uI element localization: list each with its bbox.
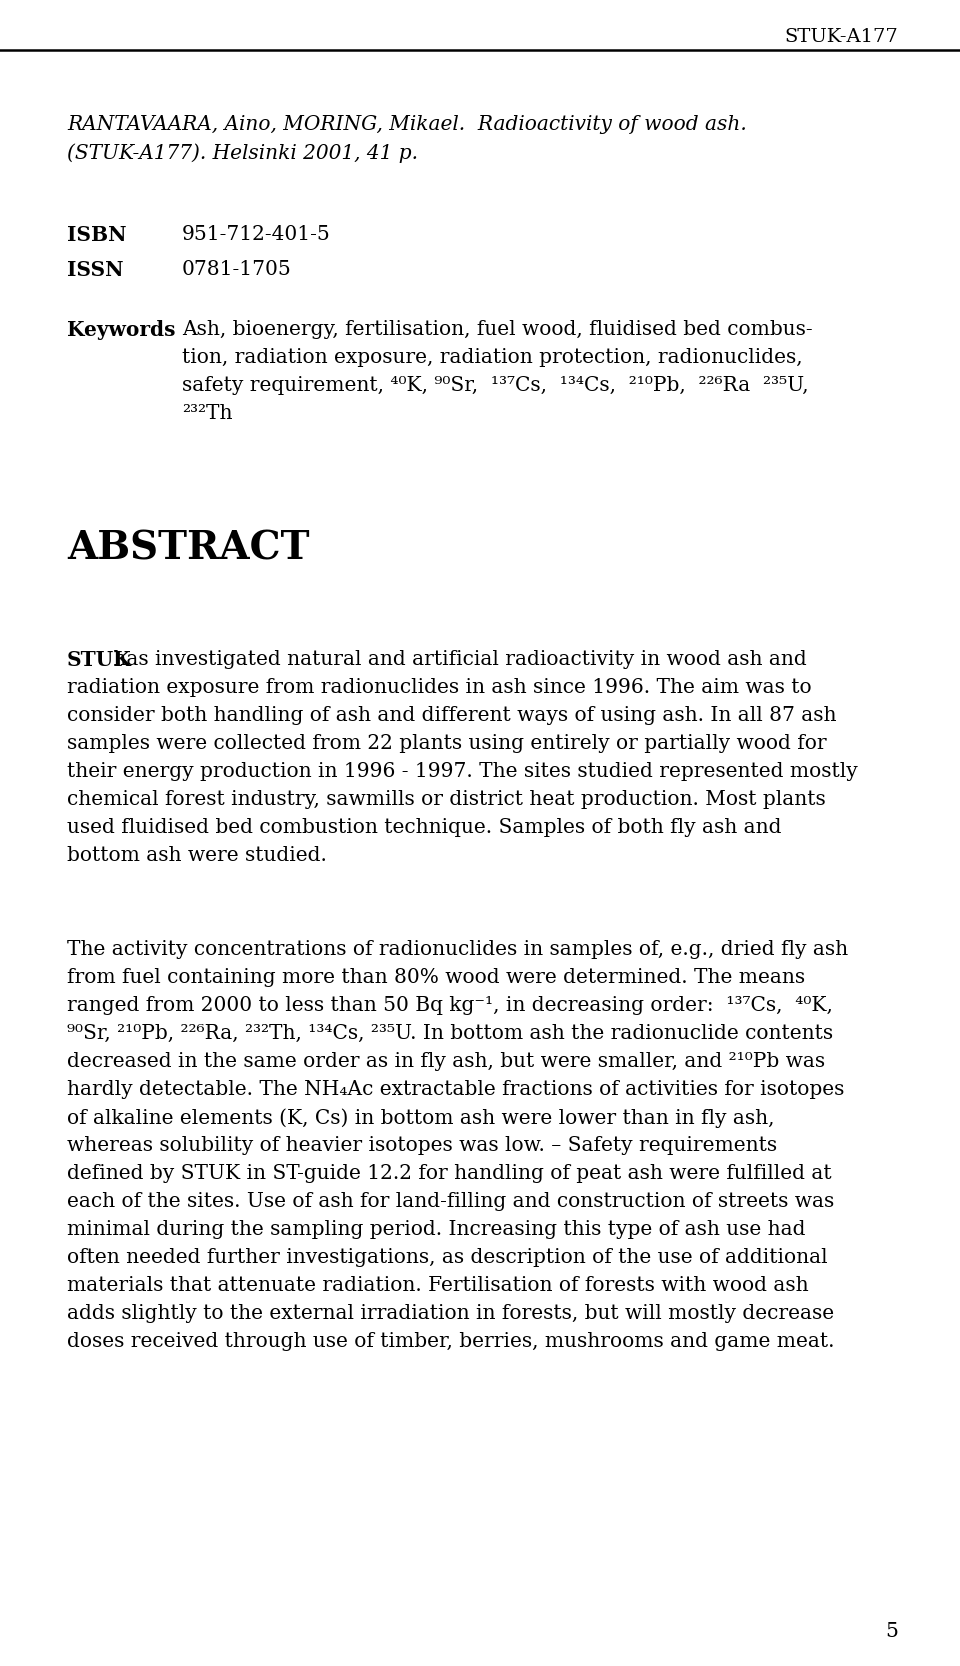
Text: bottom ash were studied.: bottom ash were studied. xyxy=(67,846,326,865)
Text: of alkaline elements (K, Cs) in bottom ash were lower than in fly ash,: of alkaline elements (K, Cs) in bottom a… xyxy=(67,1108,775,1128)
Text: used fluidised bed combustion technique. Samples of both fly ash and: used fluidised bed combustion technique.… xyxy=(67,818,781,836)
Text: chemical forest industry, sawmills or district heat production. Most plants: chemical forest industry, sawmills or di… xyxy=(67,790,826,810)
Text: 951-712-401-5: 951-712-401-5 xyxy=(182,225,331,243)
Text: ²³²Th: ²³²Th xyxy=(182,403,232,423)
Text: ABSTRACT: ABSTRACT xyxy=(67,530,309,568)
Text: ⁹⁰Sr, ²¹⁰Pb, ²²⁶Ra, ²³²Th, ¹³⁴Cs, ²³⁵U. In bottom ash the radionuclide contents: ⁹⁰Sr, ²¹⁰Pb, ²²⁶Ra, ²³²Th, ¹³⁴Cs, ²³⁵U. … xyxy=(67,1025,833,1043)
Text: Keywords: Keywords xyxy=(67,320,176,340)
Text: from fuel containing more than 80% wood were determined. The means: from fuel containing more than 80% wood … xyxy=(67,968,805,986)
Text: has investigated natural and artificial radioactivity in wood ash and: has investigated natural and artificial … xyxy=(107,650,806,670)
Text: consider both handling of ash and different ways of using ash. In all 87 ash: consider both handling of ash and differ… xyxy=(67,706,836,725)
Text: radiation exposure from radionuclides in ash since 1996. The aim was to: radiation exposure from radionuclides in… xyxy=(67,678,811,696)
Text: hardly detectable. The NH₄Ac extractable fractions of activities for isotopes: hardly detectable. The NH₄Ac extractable… xyxy=(67,1080,845,1100)
Text: tion, radiation exposure, radiation protection, radionuclides,: tion, radiation exposure, radiation prot… xyxy=(182,348,803,367)
Text: STUK-A177: STUK-A177 xyxy=(784,28,898,47)
Text: The activity concentrations of radionuclides in samples of, e.g., dried fly ash: The activity concentrations of radionucl… xyxy=(67,940,848,960)
Text: defined by STUK in ST-guide 12.2 for handling of peat ash were fulfilled at: defined by STUK in ST-guide 12.2 for han… xyxy=(67,1165,831,1183)
Text: adds slightly to the external irradiation in forests, but will mostly decrease: adds slightly to the external irradiatio… xyxy=(67,1304,834,1323)
Text: minimal during the sampling period. Increasing this type of ash use had: minimal during the sampling period. Incr… xyxy=(67,1220,805,1240)
Text: ISSN: ISSN xyxy=(67,260,124,280)
Text: each of the sites. Use of ash for land-filling and construction of streets was: each of the sites. Use of ash for land-f… xyxy=(67,1191,834,1211)
Text: RANTAVAARA, Aino, MORING, Mikael.  Radioactivity of wood ash.: RANTAVAARA, Aino, MORING, Mikael. Radioa… xyxy=(67,115,747,133)
Text: doses received through use of timber, berries, mushrooms and game meat.: doses received through use of timber, be… xyxy=(67,1333,834,1351)
Text: (STUK-A177). Helsinki 2001, 41 p.: (STUK-A177). Helsinki 2001, 41 p. xyxy=(67,143,418,163)
Text: materials that attenuate radiation. Fertilisation of forests with wood ash: materials that attenuate radiation. Fert… xyxy=(67,1276,808,1294)
Text: their energy production in 1996 - 1997. The sites studied represented mostly: their energy production in 1996 - 1997. … xyxy=(67,761,857,781)
Text: ranged from 2000 to less than 50 Bq kg⁻¹, in decreasing order:  ¹³⁷Cs,  ⁴⁰K,: ranged from 2000 to less than 50 Bq kg⁻¹… xyxy=(67,996,833,1015)
Text: ISBN: ISBN xyxy=(67,225,127,245)
Text: 5: 5 xyxy=(885,1623,898,1641)
Text: often needed further investigations, as description of the use of additional: often needed further investigations, as … xyxy=(67,1248,828,1268)
Text: decreased in the same order as in fly ash, but were smaller, and ²¹⁰Pb was: decreased in the same order as in fly as… xyxy=(67,1051,826,1071)
Text: safety requirement, ⁴⁰K, ⁹⁰Sr,  ¹³⁷Cs,  ¹³⁴Cs,  ²¹⁰Pb,  ²²⁶Ra  ²³⁵U,: safety requirement, ⁴⁰K, ⁹⁰Sr, ¹³⁷Cs, ¹³… xyxy=(182,377,808,395)
Text: samples were collected from 22 plants using entirely or partially wood for: samples were collected from 22 plants us… xyxy=(67,735,827,753)
Text: Ash, bioenergy, fertilisation, fuel wood, fluidised bed combus-: Ash, bioenergy, fertilisation, fuel wood… xyxy=(182,320,812,338)
Text: 0781-1705: 0781-1705 xyxy=(182,260,292,278)
Text: whereas solubility of heavier isotopes was low. – Safety requirements: whereas solubility of heavier isotopes w… xyxy=(67,1136,778,1155)
Text: STUK: STUK xyxy=(67,650,132,670)
